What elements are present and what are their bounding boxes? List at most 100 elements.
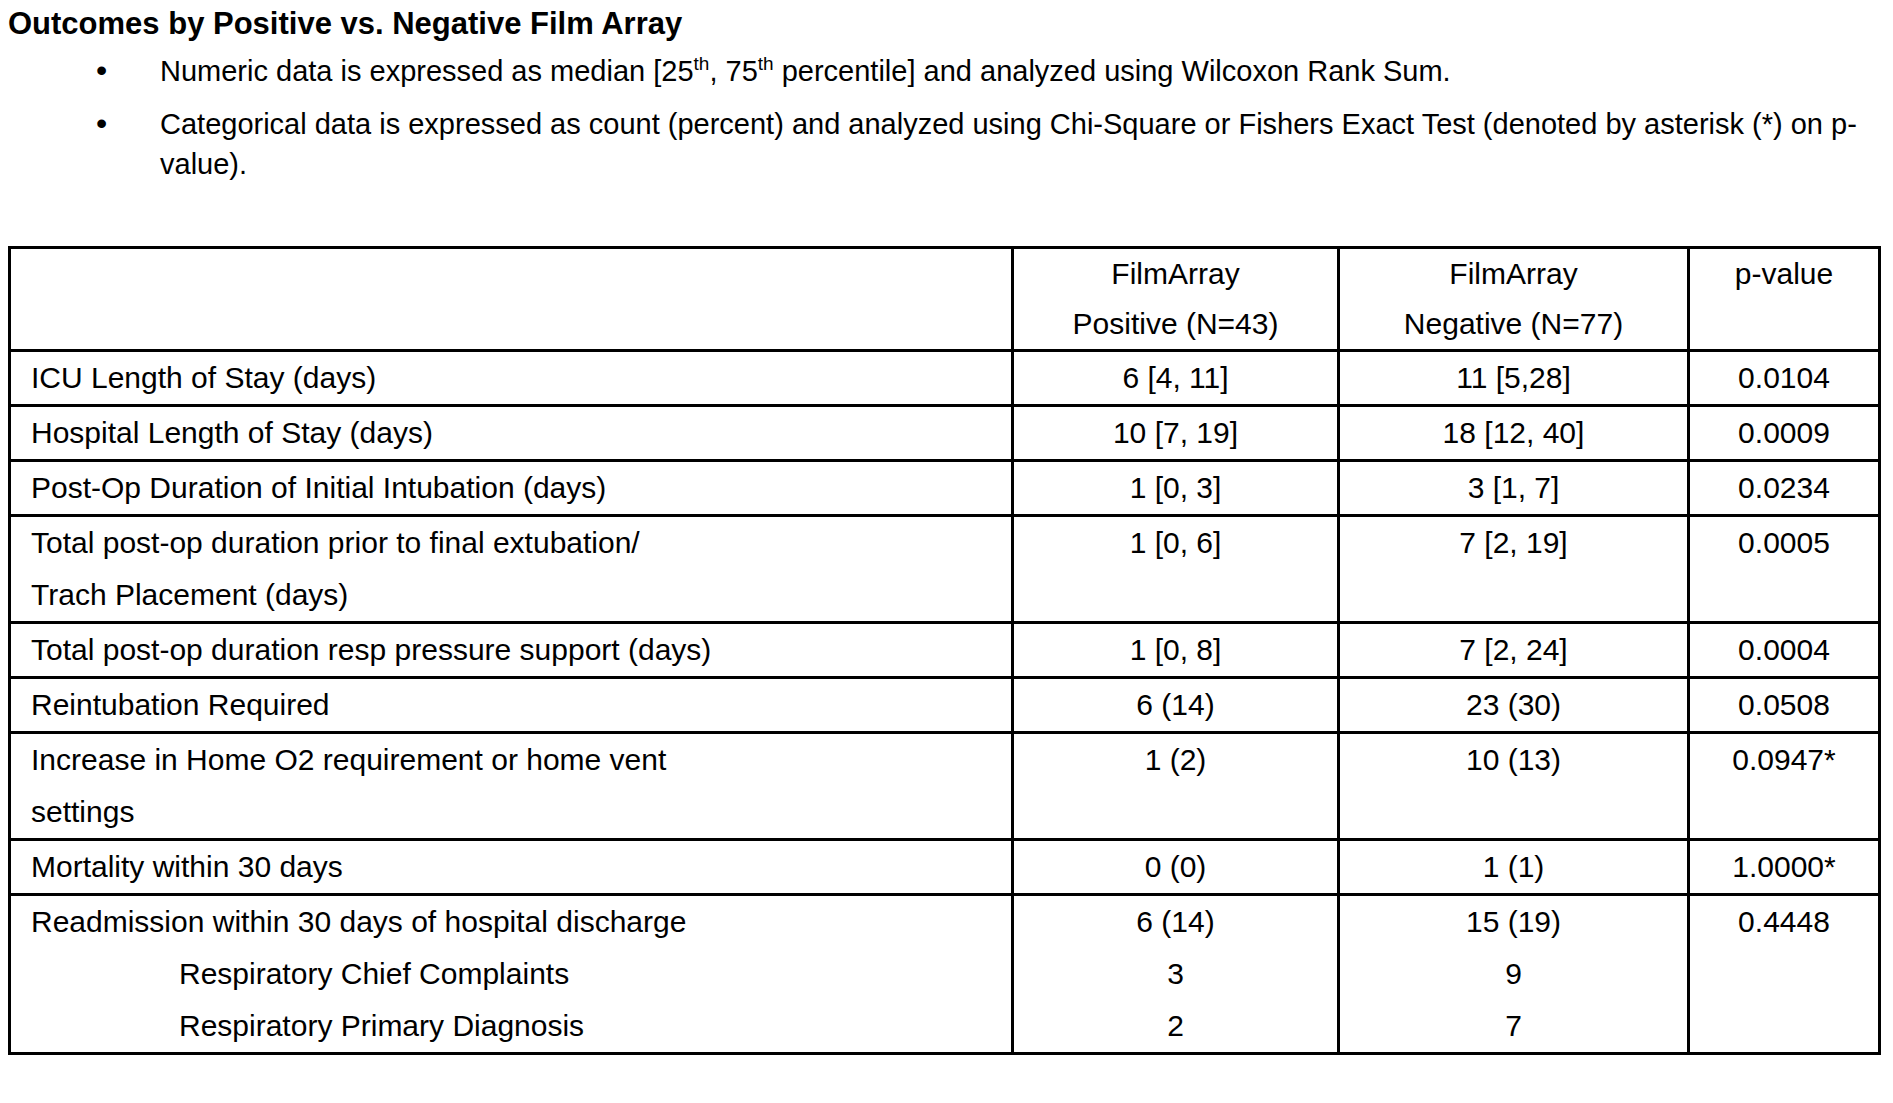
row-label-cell: Hospital Length of Stay (days) [10,406,1013,461]
table-row: Hospital Length of Stay (days)10 [7, 19]… [10,406,1880,461]
p-value-cell: 0.0004 [1689,623,1880,678]
positive-value: 10 [7, 19] [1014,407,1337,459]
negative-value: 18 [12, 40] [1340,407,1687,459]
row-label: Hospital Length of Stay (days) [31,407,1003,459]
p-value: 0.0005 [1690,517,1878,569]
table-row: Mortality within 30 days0 (0)1 (1)1.0000… [10,840,1880,895]
positive-value-cell: 6 [4, 11] [1013,351,1339,406]
bullet-text: percentile] and analyzed using Wilcoxon … [774,55,1451,87]
p-value-cell: 1.0000* [1689,840,1880,895]
header-filmarray-negative: FilmArray Negative (N=77) [1339,248,1689,351]
positive-value: 6 (14) [1014,896,1337,948]
positive-value-cell: 0 (0) [1013,840,1339,895]
p-value: 0.0009 [1690,407,1878,459]
positive-value-cell: 6 (14) [1013,678,1339,733]
row-label: Readmission within 30 days of hospital d… [31,896,1003,948]
positive-value-cell: 1 (2) [1013,733,1339,840]
page-title: Outcomes by Positive vs. Negative Film A… [8,6,1883,42]
bullet-text: Numeric data is expressed as median [25 [160,55,694,87]
row-label: Increase in Home O2 requirement or home … [31,734,1003,786]
bullet-marker-icon: • [96,103,160,143]
negative-value-cell: 3 [1, 7] [1339,461,1689,516]
header-line: Positive (N=43) [1014,299,1337,349]
positive-sub-value: 2 [1014,1000,1337,1052]
p-value: 0.0004 [1690,624,1878,676]
document-page: Outcomes by Positive vs. Negative Film A… [0,0,1893,1103]
bullet-text-superscript: th [758,53,774,74]
header-line: p-value [1690,249,1878,299]
negative-value-cell: 1 (1) [1339,840,1689,895]
positive-value-cell: 1 [0, 3] [1013,461,1339,516]
negative-sub-value: 7 [1340,1000,1687,1052]
p-value: 0.0104 [1690,352,1878,404]
positive-value: 6 (14) [1014,679,1337,731]
negative-value: 7 [2, 24] [1340,624,1687,676]
positive-value: 1 [0, 3] [1014,462,1337,514]
row-label-cell: Total post-op duration resp pressure sup… [10,623,1013,678]
row-label: Total post-op duration prior to final ex… [31,517,1003,569]
table-header-row: FilmArray Positive (N=43) FilmArray Nega… [10,248,1880,351]
outcomes-table: FilmArray Positive (N=43) FilmArray Nega… [8,246,1881,1055]
positive-value: 1 [0, 8] [1014,624,1337,676]
p-value: 0.4448 [1690,896,1878,948]
negative-value-cell: 7 [2, 24] [1339,623,1689,678]
row-label-cell: Mortality within 30 days [10,840,1013,895]
header-filmarray-positive: FilmArray Positive (N=43) [1013,248,1339,351]
row-label: Mortality within 30 days [31,841,1003,893]
positive-value-cell: 1 [0, 6] [1013,516,1339,623]
negative-value: 10 (13) [1340,734,1687,786]
negative-value-cell: 7 [2, 19] [1339,516,1689,623]
header-line: Negative (N=77) [1340,299,1687,349]
row-label: ICU Length of Stay (days) [31,352,1003,404]
negative-value: 15 (19) [1340,896,1687,948]
negative-value-cell: 11 [5,28] [1339,351,1689,406]
notes-bullet-list: •Numeric data is expressed as median [25… [8,50,1883,184]
p-value-cell: 0.0009 [1689,406,1880,461]
header-empty-cell [10,248,1013,351]
row-label: settings [31,786,1003,838]
p-value: 1.0000* [1690,841,1878,893]
row-label: Trach Placement (days) [31,569,1003,621]
negative-value-cell: 18 [12, 40] [1339,406,1689,461]
table-row: Reintubation Required6 (14)23 (30)0.0508 [10,678,1880,733]
p-value-cell: 0.0508 [1689,678,1880,733]
p-value-cell: 0.0104 [1689,351,1880,406]
positive-value-cell: 1 [0, 8] [1013,623,1339,678]
negative-value: 11 [5,28] [1340,352,1687,404]
table-row: Total post-op duration prior to final ex… [10,516,1880,623]
p-value-cell: 0.4448 [1689,895,1880,1054]
header-p-value: p-value [1689,248,1880,351]
sub-row-label: Respiratory Chief Complaints [31,948,1003,1000]
positive-value-cell: 10 [7, 19] [1013,406,1339,461]
positive-value-cell: 6 (14)32 [1013,895,1339,1054]
row-label: Reintubation Required [31,679,1003,731]
bullet-marker-icon: • [96,50,160,90]
table-row: Readmission within 30 days of hospital d… [10,895,1880,1054]
row-label-cell: Reintubation Required [10,678,1013,733]
p-value-cell: 0.0005 [1689,516,1880,623]
negative-value-cell: 23 (30) [1339,678,1689,733]
positive-sub-value: 3 [1014,948,1337,1000]
positive-value: 1 [0, 6] [1014,517,1337,569]
p-value-cell: 0.0947* [1689,733,1880,840]
row-label-cell: Readmission within 30 days of hospital d… [10,895,1013,1054]
p-value: 0.0508 [1690,679,1878,731]
row-label: Post-Op Duration of Initial Intubation (… [31,462,1003,514]
negative-value: 3 [1, 7] [1340,462,1687,514]
positive-value: 0 (0) [1014,841,1337,893]
header-line: FilmArray [1340,249,1687,299]
negative-value: 1 (1) [1340,841,1687,893]
bullet-item: •Categorical data is expressed as count … [8,103,1883,184]
row-label-cell: Post-Op Duration of Initial Intubation (… [10,461,1013,516]
negative-value-cell: 10 (13) [1339,733,1689,840]
row-label-cell: Increase in Home O2 requirement or home … [10,733,1013,840]
positive-value: 6 [4, 11] [1014,352,1337,404]
table-row: ICU Length of Stay (days)6 [4, 11]11 [5,… [10,351,1880,406]
p-value: 0.0947* [1690,734,1878,786]
negative-value: 7 [2, 19] [1340,517,1687,569]
bullet-text-superscript: th [694,53,710,74]
p-value-cell: 0.0234 [1689,461,1880,516]
table-row: Increase in Home O2 requirement or home … [10,733,1880,840]
negative-value: 23 (30) [1340,679,1687,731]
negative-sub-value: 9 [1340,948,1687,1000]
